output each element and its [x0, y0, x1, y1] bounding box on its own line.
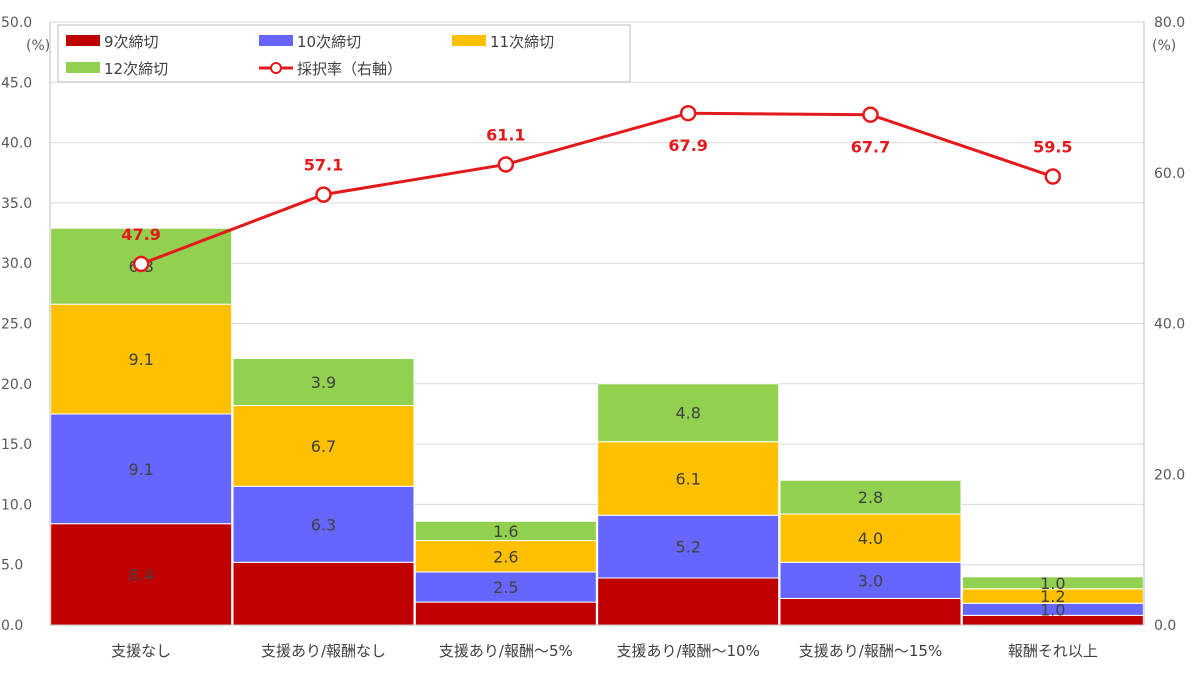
- segment-value-label: 2.6: [493, 547, 518, 566]
- bar-segment: [232, 561, 415, 626]
- segment-value-label: 1.2: [1040, 587, 1065, 606]
- y-left-tick: 45.0: [1, 75, 32, 91]
- y-left-tick: 15.0: [1, 437, 32, 453]
- legend-swatch: [452, 35, 486, 46]
- legend-label: 12次締切: [104, 60, 168, 78]
- segment-value-label: 6.3: [311, 515, 336, 534]
- x-category-label: 支援あり/報酬～15%: [799, 642, 942, 660]
- bar-segment: [597, 514, 780, 579]
- rate-point: [132, 255, 150, 273]
- bar-segment: [779, 597, 962, 626]
- y-right-tick: 20.0: [1154, 467, 1185, 483]
- rate-value-label: 61.1: [486, 125, 525, 144]
- y-right-tick: 80.0: [1154, 15, 1185, 31]
- legend-swatch: [259, 35, 293, 46]
- segment-value-label: 8.4: [128, 565, 153, 584]
- rate-line-path: [140, 111, 1054, 266]
- y-left-tick: 35.0: [1, 196, 32, 212]
- rate-value-label: 59.5: [1033, 138, 1072, 157]
- y-right-unit: (%): [1152, 38, 1176, 54]
- segment-value-label: 1.6: [493, 522, 518, 541]
- segment-value-label: 3.9: [311, 373, 336, 392]
- legend-label: 10次締切: [297, 33, 361, 51]
- y-left-tick: 5.0: [1, 558, 23, 574]
- legend-label: 11次締切: [490, 33, 554, 51]
- rate-value-label: 67.9: [668, 136, 707, 155]
- legend-box: [57, 24, 631, 83]
- y-left-tick: 25.0: [1, 317, 32, 333]
- bar-segment: [414, 571, 597, 603]
- x-category-label: 報酬それ以上: [1008, 642, 1098, 660]
- rate-point: [679, 104, 697, 122]
- segment-value-label: 9.1: [128, 350, 153, 369]
- bar-segment: [779, 561, 962, 599]
- y-left-tick: 20.0: [1, 377, 32, 393]
- bar-segment: [779, 513, 962, 563]
- segment-value-label: 3.0: [858, 571, 883, 590]
- stacked-bars: [50, 227, 1144, 626]
- y-left-tick: 10.0: [1, 497, 32, 513]
- bar-segment: [232, 485, 415, 563]
- bar-segment: [232, 357, 415, 407]
- bar-segment: [414, 540, 597, 573]
- legend-line-marker: [270, 62, 282, 74]
- segment-value-label: 6.1: [675, 469, 700, 488]
- bar-segment: [232, 405, 415, 487]
- rate-point: [1044, 168, 1062, 185]
- y-right-tick: 40.0: [1154, 317, 1185, 333]
- x-category-label: 支援あり/報酬～10%: [616, 642, 759, 660]
- segment-value-label: 4.0: [858, 529, 883, 548]
- rate-value-label: 57.1: [304, 156, 343, 175]
- bar-segment: [597, 383, 780, 443]
- y-left-tick: 30.0: [1, 256, 32, 272]
- y-left-unit: (%): [26, 38, 50, 54]
- x-category-label: 支援あり/報酬なし: [261, 642, 386, 660]
- segment-labels: 8.49.19.16.36.36.73.92.52.61.65.26.14.83…: [128, 257, 1065, 619]
- rate-point: [315, 186, 332, 203]
- legend-swatch: [66, 62, 100, 73]
- rate-line: 47.9 57.1 61.1 67.9 67.7 59.5: [121, 104, 1073, 273]
- segment-value-label: 1.0: [1040, 574, 1065, 593]
- legend-label: 9次締切: [104, 33, 159, 51]
- segment-value-label: 5.2: [675, 538, 700, 557]
- bar-segment: [961, 576, 1144, 590]
- bar-segment: [779, 479, 962, 515]
- segment-value-label: 4.8: [675, 404, 700, 423]
- bar-segment: [50, 303, 233, 415]
- segment-value-label: 1.0: [1040, 600, 1065, 619]
- y-left-tick: 0.0: [1, 618, 23, 634]
- bar-segment: [414, 601, 597, 626]
- y-left-tick: 40.0: [1, 136, 32, 152]
- x-category-label: 支援あり/報酬～5%: [439, 642, 573, 660]
- x-category-label: 支援なし: [111, 642, 171, 660]
- segment-value-label: 9.1: [128, 460, 153, 479]
- rate-value-label: 47.9: [121, 225, 160, 244]
- rate-point: [497, 156, 515, 173]
- y-right-tick: 60.0: [1154, 166, 1185, 182]
- segment-value-label: 6.7: [311, 437, 336, 456]
- bar-segment: [414, 520, 597, 542]
- segment-value-label: 2.5: [493, 578, 518, 597]
- y-right-tick: 0.0: [1154, 618, 1176, 634]
- bar-segment: [50, 413, 233, 525]
- segment-value-label: 2.8: [858, 488, 883, 507]
- legend: 9次締切 10次締切 11次締切 12次締切 採択率（右軸）: [57, 24, 631, 83]
- rate-value-label: 67.7: [851, 138, 890, 157]
- y-left-tick: 50.0: [1, 15, 32, 31]
- bar-segment: [597, 577, 780, 626]
- rate-point: [862, 106, 879, 123]
- legend-label: 採択率（右軸）: [297, 60, 402, 78]
- axes: 0.0 5.0 10.0 15.0 20.0 25.0 30.0 35.0 40.0 45.0 50…: [1, 15, 1185, 660]
- legend-swatch: [66, 35, 100, 46]
